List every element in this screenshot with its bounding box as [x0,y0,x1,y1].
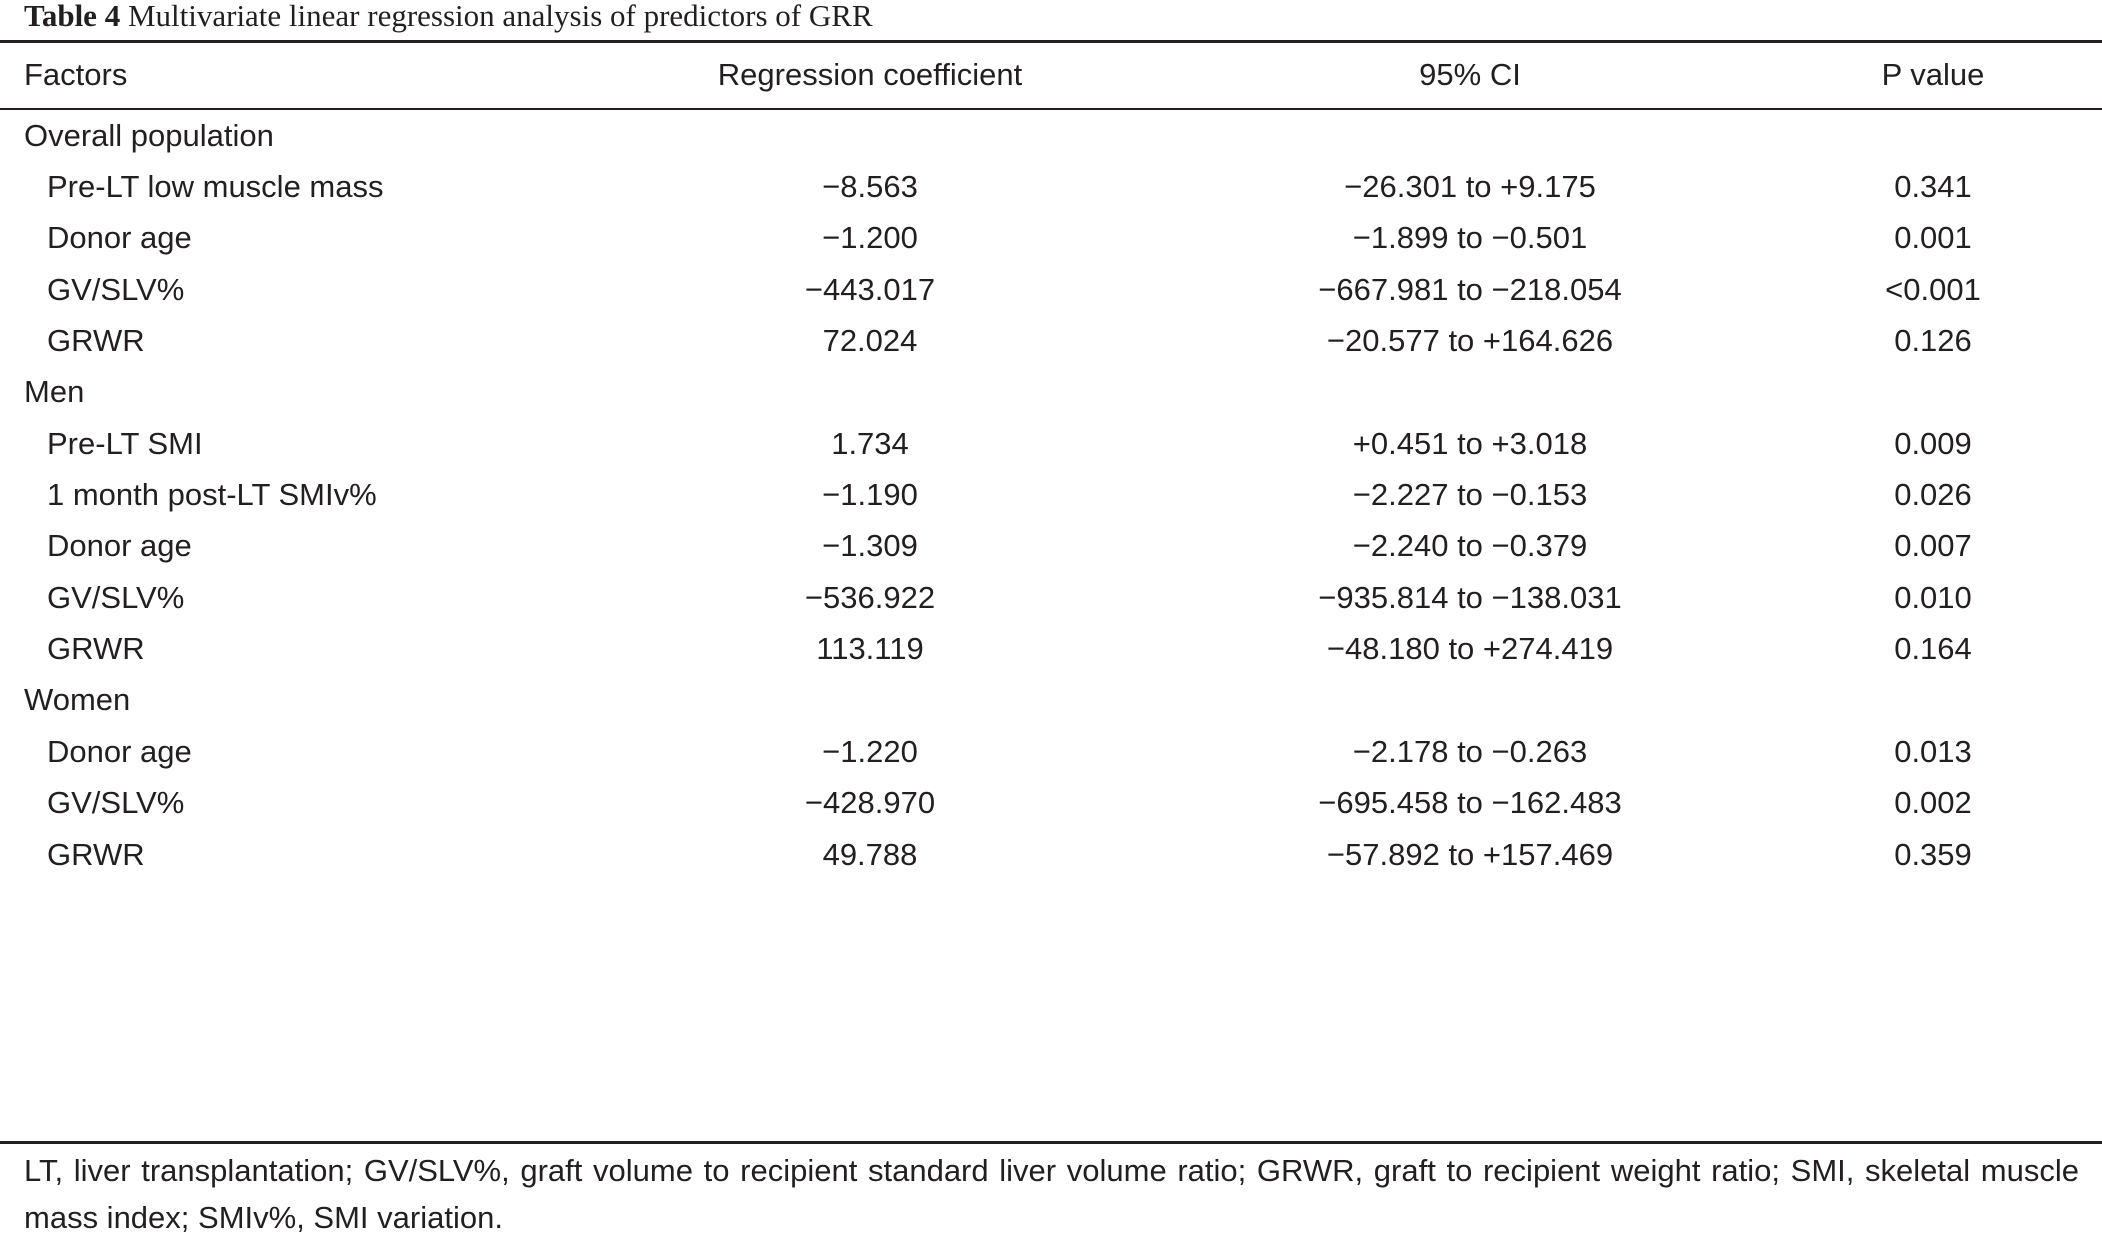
coefficient-cell: 72.024 [822,323,918,359]
table-row: GV/SLV% −443.017 −667.981 to −218.054 <0.00… [0,255,2102,324]
coefficient-cell: −1.200 [822,220,918,256]
top-rule [0,40,2102,43]
table-caption: Table 4 Multivariate linear regression a… [24,0,873,36]
coefficient-cell: −443.017 [804,271,936,307]
p-value-cell: 0.010 [1894,579,1972,615]
ci-cell: −667.981 to −218.054 [1318,271,1622,307]
ci-cell: −2.227 to −0.153 [1352,477,1588,513]
ci-cell: −57.892 to +157.469 [1326,836,1614,872]
factor-cell: GV/SLV% [47,271,185,307]
coefficient-cell: 1.734 [831,425,909,461]
factor-cell: Donor age [47,528,192,564]
p-value-cell: 0.359 [1894,836,1972,872]
ci-cell: +0.451 to +3.018 [1352,425,1588,461]
factor-cell: GRWR [47,323,145,359]
group-label: Overall population [24,117,274,153]
coefficient-cell: 113.119 [816,631,924,667]
coefficient-cell: −8.563 [822,168,918,204]
factor-cell: Pre-LT low muscle mass [47,168,384,204]
header-95-ci: 95% CI [1419,57,1521,92]
coefficient-cell: −1.309 [822,528,918,564]
ci-cell: −48.180 to +274.419 [1326,631,1614,667]
p-value-cell: 0.026 [1894,477,1972,513]
factor-cell: GRWR [47,836,145,872]
ci-cell: −935.814 to −138.031 [1318,579,1622,615]
table-row: Pre-LT low muscle mass −8.563 −26.301 to +… [0,153,2102,222]
table-row: Donor age −1.309 −2.240 to −0.379 0.007 [0,512,2102,581]
p-value-cell: 0.013 [1894,733,1972,769]
coefficient-cell: −1.220 [822,733,918,769]
factor-cell: Donor age [47,220,192,256]
p-value-cell: 0.009 [1894,425,1972,461]
table-header-row: Factors Regression coefficient 95% CI P … [0,42,2102,108]
table-row: GRWR 113.119 −48.180 to +274.419 0.164 [0,615,2102,684]
group-row: Men [0,358,2102,427]
factor-cell: Pre-LT SMI [47,425,203,461]
p-value-cell: 0.007 [1894,528,1972,564]
header-rule [0,108,2102,110]
table-title: Multivariate linear regression analysis … [127,0,873,33]
ci-cell: −1.899 to −0.501 [1352,220,1588,256]
factor-cell: Donor age [47,733,192,769]
coefficient-cell: −536.922 [804,579,936,615]
p-value-cell: <0.001 [1885,271,1981,307]
table-row: GRWR 49.788 −57.892 to +157.469 0.359 [0,820,2102,889]
ci-cell: −695.458 to −162.483 [1318,785,1622,821]
group-row: Women [0,666,2102,735]
p-value-cell: 0.126 [1894,323,1972,359]
ci-cell: −2.240 to −0.379 [1352,528,1588,564]
table-row: GV/SLV% −536.922 −935.814 to −138.031 0.010 [0,563,2102,632]
table-row: Pre-LT SMI 1.734 +0.451 to +3.018 0.009 [0,409,2102,478]
coefficient-cell: −1.190 [822,477,918,513]
header-factors: Factors [24,57,128,92]
factor-cell: GV/SLV% [47,579,185,615]
header-p-value: P value [1881,57,1985,92]
p-value-cell: 0.002 [1894,785,1972,821]
header-regression-coefficient: Regression coefficient [717,57,1023,92]
factor-cell: GRWR [47,631,145,667]
coefficient-cell: −428.970 [804,785,936,821]
table-row: GV/SLV% −428.970 −695.458 to −162.483 0.002 [0,769,2102,838]
table-row: Donor age −1.220 −2.178 to −0.263 0.013 [0,718,2102,787]
ci-cell: −20.577 to +164.626 [1326,323,1614,359]
p-value-cell: 0.341 [1894,168,1972,204]
p-value-cell: 0.164 [1894,631,1972,667]
ci-cell: −2.178 to −0.263 [1352,733,1588,769]
table-number: Table 4 [24,0,121,33]
ci-cell: −26.301 to +9.175 [1344,168,1596,204]
table-footnote: LT, liver transplantation; GV/SLV%, graf… [24,1153,2079,1235]
table-row: Donor age −1.200 −1.899 to −0.501 0.001 [0,204,2102,273]
factor-cell: GV/SLV% [47,785,185,821]
table-row: GRWR 72.024 −20.577 to +164.626 0.126 [0,307,2102,376]
group-label: Women [24,682,131,718]
p-value-cell: 0.001 [1894,220,1972,256]
factor-cell: 1 month post-LT SMIv% [47,477,377,513]
table-row: 1 month post-LT SMIv% −1.190 −2.227 to −0.… [0,461,2102,530]
group-row: Overall population [0,101,2102,170]
coefficient-cell: 49.788 [822,836,918,872]
bottom-rule [0,1141,2102,1144]
group-label: Men [24,374,85,410]
